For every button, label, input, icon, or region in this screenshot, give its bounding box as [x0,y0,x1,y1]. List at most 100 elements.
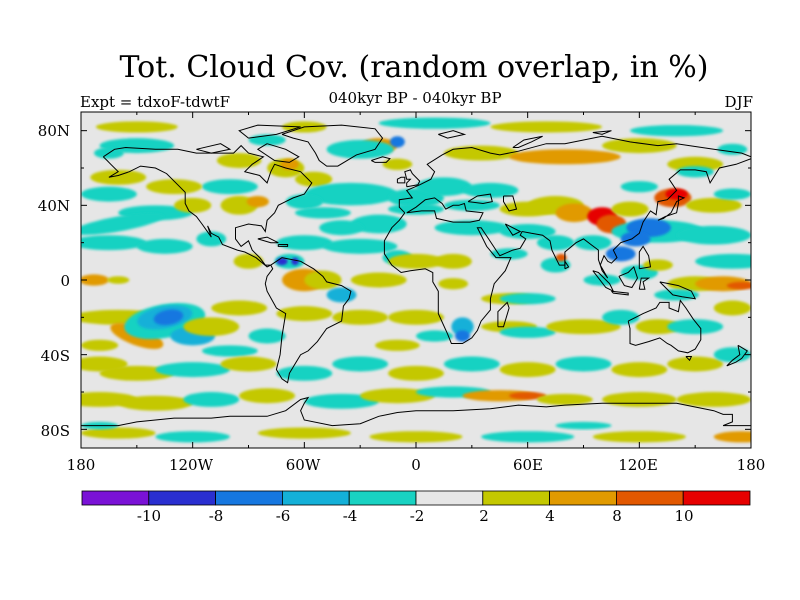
anomaly-patch [555,253,567,262]
anomaly-patch [685,197,742,213]
colorbar-label-8: 8 [612,507,622,525]
anomaly-patch [233,253,264,269]
anomaly-patch [462,182,519,198]
coastline-madagascar [497,301,510,328]
anomaly-patch [326,140,394,159]
lon-label-60e: 60E [512,456,544,474]
anomaly-patch [304,393,379,409]
anomaly-patch [201,179,258,195]
anomaly-patch [319,220,364,236]
anomaly-patch [540,257,571,273]
coastline-baffin [256,143,300,163]
anomaly-patch [499,326,556,338]
anomaly-patch [611,362,668,378]
anomaly-patch [605,246,636,262]
experiment-label: Expt = tdxoF-tdwtF [80,93,230,111]
anomaly-patch [322,238,398,254]
anomaly-patch [369,431,463,443]
anomaly-patch [118,395,193,411]
anomaly-patch [332,309,389,325]
anomaly-patch [183,317,240,336]
anomaly-patch [443,145,519,161]
anomaly-patch [183,392,240,407]
anomaly-patch [90,169,147,185]
lon-label-0: 0 [411,456,421,474]
anomaly-patch [388,309,444,325]
anomaly-patch [220,356,277,372]
anomaly-patch [216,153,262,169]
lat-label-80n: 80N [37,122,70,140]
anomaly-patch [388,203,444,215]
anomaly-patch [382,158,413,170]
map-title: Tot. Cloud Cov. (random overlap, in %) [119,50,709,85]
anomaly-patch [388,365,444,381]
colorbar-label-minus6: -6 [275,507,291,525]
coastline-tasmania [685,356,693,362]
anomaly-patch [211,300,268,316]
anomaly-patch [285,194,323,210]
coastline-hispaniola [277,244,289,247]
season-label: DJF [724,93,753,111]
anomaly-patch [246,196,269,208]
lon-label-60w: 60W [285,456,321,474]
anomaly-patch [81,427,156,439]
anomaly-patch [611,201,649,217]
coastline-ellesmere [238,124,301,139]
anomaly-patch [574,235,612,251]
anomaly-field [81,117,751,443]
anomaly-patch [153,309,184,326]
anomaly-patch [81,274,109,286]
anomaly-patch [451,317,474,336]
anomaly-patch [196,231,227,247]
coastline-svalbard [438,130,467,139]
anomaly-patch [555,421,612,430]
coastline-new-guinea [659,281,697,300]
anomaly-patch [667,319,724,335]
coastline-uk [404,169,421,188]
anomaly-patch [81,213,165,235]
anomaly-patch [499,293,556,305]
anomaly-patch [378,117,491,129]
anomaly-patch [555,203,593,223]
anomaly-patch [304,270,342,290]
anomaly-patch [490,121,603,133]
anomaly-patch [291,257,299,266]
anomaly-patch [509,149,621,165]
anomaly-patch [455,330,470,342]
coastline-sumatra [592,270,615,293]
map-subtitle: 040kyr BP - 040kyr BP [328,89,502,107]
anomaly-patch [438,278,469,290]
anomaly-patch [239,388,296,404]
anomaly-patch [499,362,556,378]
anomaly-patch [635,319,681,335]
anomaly-patch [81,235,147,251]
anomaly-patch [434,253,472,269]
coastline-ireland [396,176,406,184]
anomaly-patch [155,362,230,378]
colorbar-label-2: 2 [479,507,489,525]
coastline-sulawesi [638,277,651,290]
anomaly-patch [276,235,333,251]
lon-label-120w: 120W [168,456,214,474]
colorbar-label-10: 10 [674,507,694,525]
anomaly-patch [667,356,724,372]
anomaly-patch [676,166,714,178]
lat-label-0: 0 [60,272,70,290]
anomaly-patch [155,431,230,443]
anomaly-patch [276,306,333,322]
coastline-eurasia-africa [383,135,751,344]
anomaly-patch [676,225,751,245]
anomaly-patch [107,276,130,284]
anomaly-patch [620,231,651,247]
anomaly-patch [350,214,407,234]
anomaly-patch [509,392,547,400]
anomaly-patch [295,207,351,219]
lon-label-120e: 120E [618,456,658,474]
coastline-sri-lanka [564,259,570,270]
anomaly-patch [602,138,677,154]
anomaly-patch [295,171,333,187]
anomaly-patch [555,356,612,372]
anomaly-patch [416,177,472,197]
coastline-south-america [264,257,352,384]
anomaly-patch [592,431,686,443]
